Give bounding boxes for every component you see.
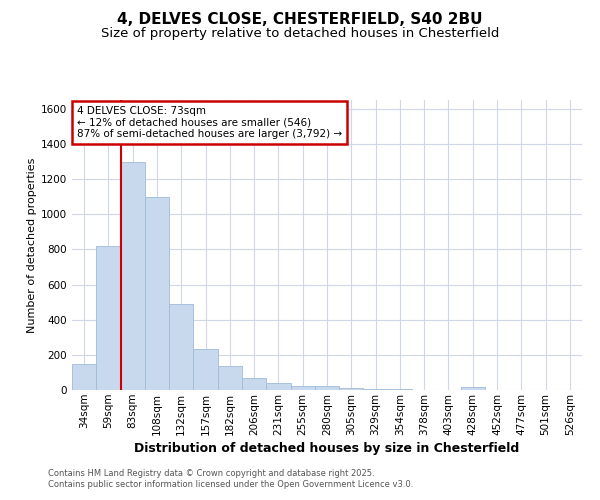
Text: Contains HM Land Registry data © Crown copyright and database right 2025.: Contains HM Land Registry data © Crown c… (48, 468, 374, 477)
Bar (266, 383, 290, 390)
Text: 4 DELVES CLOSE: 73sqm
← 12% of detached houses are smaller (546)
87% of semi-det: 4 DELVES CLOSE: 73sqm ← 12% of detached … (77, 106, 342, 139)
Y-axis label: Number of detached properties: Number of detached properties (27, 158, 37, 332)
Bar (339, 388, 364, 390)
Bar (145, 196, 169, 390)
X-axis label: Distribution of detached houses by size in Chesterfield: Distribution of detached houses by size … (134, 442, 520, 455)
Bar (242, 378, 266, 390)
Bar (193, 348, 218, 390)
Bar (72, 364, 96, 390)
Bar (364, 389, 388, 390)
Text: Size of property relative to detached houses in Chesterfield: Size of property relative to detached ho… (101, 28, 499, 40)
Bar (121, 162, 145, 390)
Text: Contains public sector information licensed under the Open Government Licence v3: Contains public sector information licen… (48, 480, 413, 489)
Text: 4, DELVES CLOSE, CHESTERFIELD, S40 2BU: 4, DELVES CLOSE, CHESTERFIELD, S40 2BU (117, 12, 483, 28)
Bar (315, 386, 339, 390)
Bar (461, 388, 485, 390)
Bar (169, 304, 193, 390)
Bar (290, 386, 315, 390)
Bar (96, 246, 121, 390)
Bar (218, 366, 242, 390)
